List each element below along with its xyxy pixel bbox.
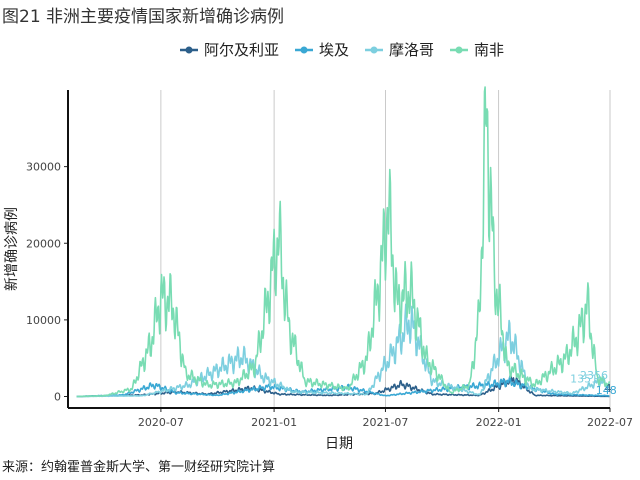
legend-item: 南非 — [450, 41, 504, 59]
axes: 2020-07 2021-01 2021-07 2022-01 2022-07 0 1000… — [4, 90, 633, 452]
legend-label: 南非 — [474, 41, 504, 59]
y-axis-title: 新增确诊病例 — [4, 207, 20, 291]
legend-marker — [185, 46, 193, 54]
legend-label: 埃及 — [319, 41, 349, 59]
annotation-label: 4 — [605, 382, 612, 395]
legend-label: 摩洛哥 — [389, 41, 434, 59]
figure-source: 来源：约翰霍普金斯大学、第一财经研究院计算 — [2, 460, 276, 475]
legend-marker — [300, 46, 308, 54]
x-tick-label: 2022-07 — [587, 416, 633, 429]
x-tick-label: 2022-01 — [476, 416, 522, 429]
y-tick-label: 10000 — [26, 314, 61, 327]
y-tick-label: 30000 — [26, 161, 61, 174]
x-axis-title: 日期 — [325, 436, 353, 452]
legend-item: 埃及 — [295, 41, 349, 59]
legend-item: 阿尔及利亚 — [180, 41, 279, 59]
y-tick-label: 20000 — [26, 237, 61, 250]
series-lines — [76, 86, 611, 398]
x-tick-label: 2021-07 — [362, 416, 408, 429]
y-tick-label: 0 — [54, 391, 61, 404]
legend-marker — [455, 46, 463, 54]
x-tick-label: 2021-01 — [251, 416, 297, 429]
x-tick-label: 2020-07 — [138, 416, 184, 429]
legend-label: 阿尔及利亚 — [204, 41, 279, 59]
series-line-3 — [76, 86, 611, 398]
annotation-label: 2356 — [580, 369, 608, 382]
legend-item: 摩洛哥 — [365, 41, 434, 59]
legend-marker — [370, 46, 378, 54]
annotation-label: 148 — [596, 384, 617, 397]
legend: 阿尔及利亚 埃及 摩洛哥 南非 — [180, 41, 504, 59]
figure-title: 图21 非洲主要疫情国家新增确诊病例 — [2, 7, 285, 27]
annotation-label: 1351 — [570, 373, 598, 386]
